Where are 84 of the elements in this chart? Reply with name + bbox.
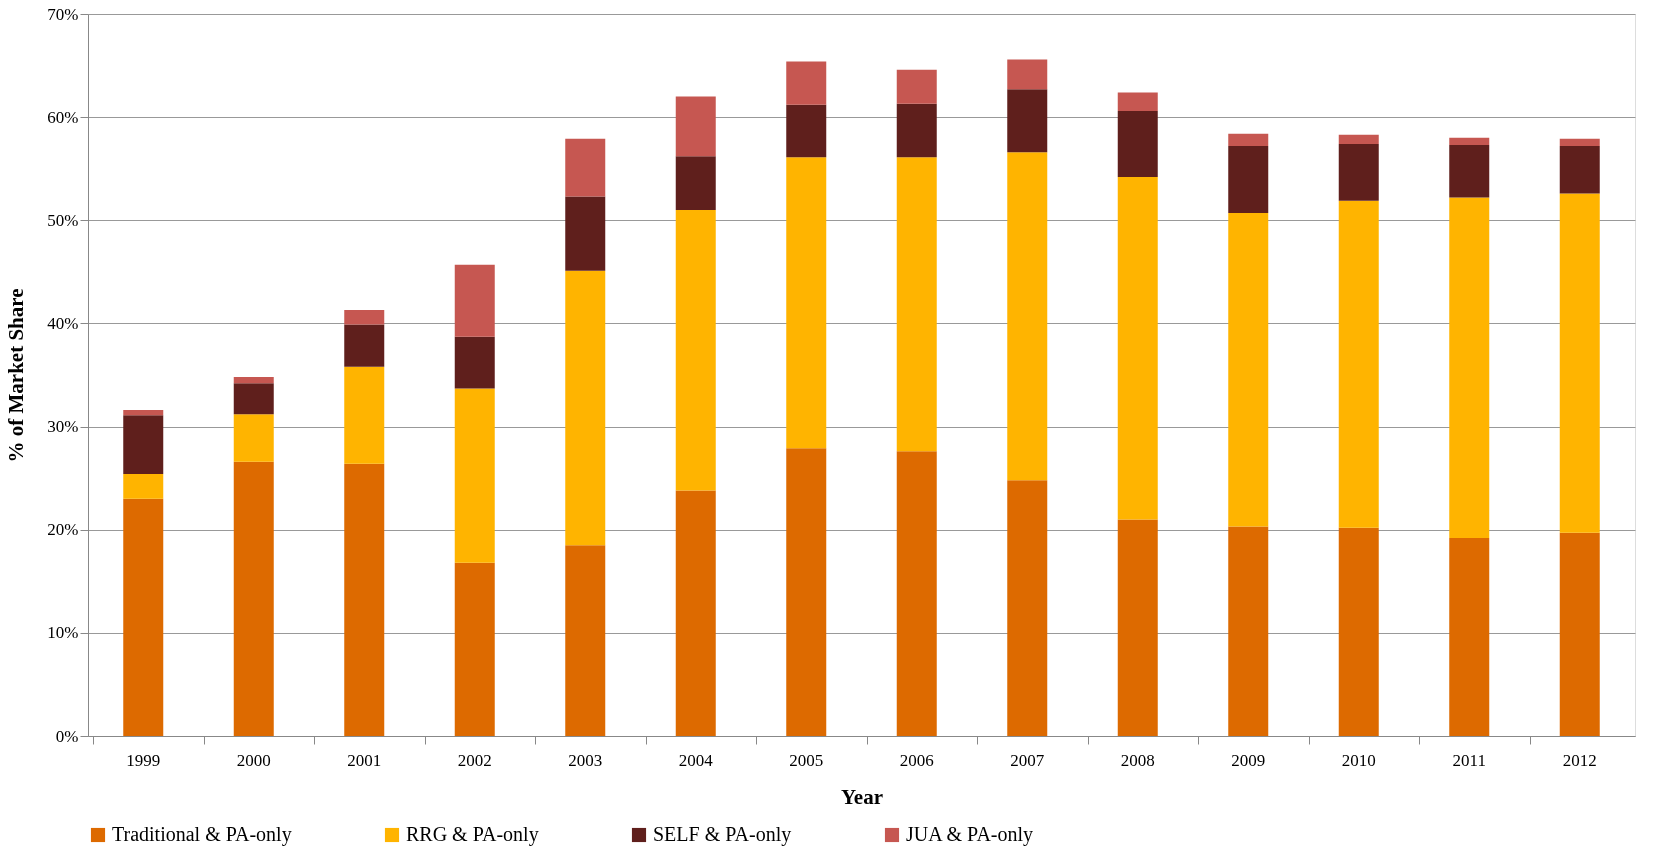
y-tick-label: 10% bbox=[47, 623, 79, 643]
bar bbox=[1007, 89, 1048, 153]
bar bbox=[344, 324, 385, 367]
x-tick-label: 2006 bbox=[899, 750, 934, 770]
bar bbox=[454, 264, 495, 337]
bar bbox=[786, 157, 827, 449]
bar bbox=[1338, 143, 1379, 201]
bar bbox=[123, 415, 164, 475]
bar bbox=[233, 461, 274, 736]
x-tick-label: 1999 bbox=[126, 750, 161, 770]
bar bbox=[233, 377, 274, 384]
bar bbox=[565, 270, 606, 546]
bar bbox=[1559, 146, 1600, 194]
bar bbox=[786, 61, 827, 105]
bar bbox=[123, 498, 164, 736]
y-tick-label: 30% bbox=[47, 417, 79, 437]
bar bbox=[896, 103, 937, 158]
x-tick-label: 2004 bbox=[678, 750, 714, 770]
bar bbox=[344, 366, 385, 464]
bar bbox=[233, 414, 274, 462]
bar bbox=[786, 448, 827, 736]
bar bbox=[344, 463, 385, 736]
bar bbox=[675, 209, 716, 491]
x-axis-title: Year bbox=[841, 784, 883, 809]
bar bbox=[1117, 519, 1158, 736]
bar bbox=[565, 545, 606, 736]
bar bbox=[1228, 213, 1269, 527]
x-tick-label: 2010 bbox=[1341, 750, 1376, 770]
legend-label: SELF & PA-only bbox=[653, 823, 792, 846]
bar bbox=[1449, 197, 1490, 538]
bar bbox=[1007, 152, 1048, 481]
y-axis-title: % of Market Share bbox=[4, 288, 29, 463]
bar bbox=[1338, 527, 1379, 736]
bar bbox=[675, 96, 716, 157]
bar bbox=[1007, 480, 1048, 736]
bar bbox=[675, 156, 716, 210]
bar bbox=[1007, 59, 1048, 90]
x-tick-label: 2001 bbox=[347, 750, 382, 770]
bar bbox=[1228, 146, 1269, 214]
y-tick-label: 40% bbox=[47, 313, 79, 333]
bar bbox=[454, 336, 495, 389]
bar bbox=[1228, 133, 1269, 147]
bar bbox=[1449, 137, 1490, 145]
x-tick-label: 2007 bbox=[1010, 750, 1045, 770]
bar bbox=[454, 562, 495, 736]
bar bbox=[896, 451, 937, 736]
bar bbox=[786, 104, 827, 158]
x-tick-label: 2005 bbox=[789, 750, 824, 770]
bar bbox=[1228, 526, 1269, 736]
bar bbox=[565, 138, 606, 197]
y-tick-label: 50% bbox=[47, 210, 79, 230]
bar bbox=[344, 310, 385, 325]
y-tick-label: 20% bbox=[47, 520, 79, 540]
y-tick-label: 0% bbox=[55, 726, 79, 746]
bar bbox=[565, 196, 606, 271]
x-tick-label: 2002 bbox=[457, 750, 492, 770]
bar bbox=[1449, 537, 1490, 736]
bar bbox=[675, 490, 716, 736]
bar bbox=[123, 474, 164, 499]
x-tick-label: 2012 bbox=[1562, 750, 1597, 770]
bar bbox=[1559, 532, 1600, 736]
bar bbox=[1117, 92, 1158, 111]
legend-label: RRG & PA-only bbox=[406, 823, 539, 846]
x-tick-label: 2003 bbox=[568, 750, 603, 770]
y-tick-label: 60% bbox=[47, 107, 79, 127]
x-tick-label: 2009 bbox=[1231, 750, 1266, 770]
bar bbox=[454, 388, 495, 563]
y-tick-label: 70% bbox=[47, 4, 79, 24]
bar bbox=[1449, 144, 1490, 198]
bar bbox=[1338, 200, 1379, 528]
bar bbox=[1559, 138, 1600, 147]
x-tick-label: 2008 bbox=[1120, 750, 1155, 770]
bar bbox=[896, 69, 937, 104]
bar bbox=[1117, 110, 1158, 177]
bar bbox=[1338, 134, 1379, 144]
x-tick-label: 2000 bbox=[236, 750, 271, 770]
bar bbox=[1117, 176, 1158, 520]
x-tick-label: 2011 bbox=[1452, 750, 1486, 770]
bar bbox=[896, 157, 937, 452]
legend-label: JUA & PA-only bbox=[906, 823, 1034, 846]
bar bbox=[1559, 193, 1600, 533]
bar bbox=[123, 410, 164, 416]
legend-label: Traditional & PA-only bbox=[112, 823, 292, 846]
bar bbox=[233, 383, 274, 415]
